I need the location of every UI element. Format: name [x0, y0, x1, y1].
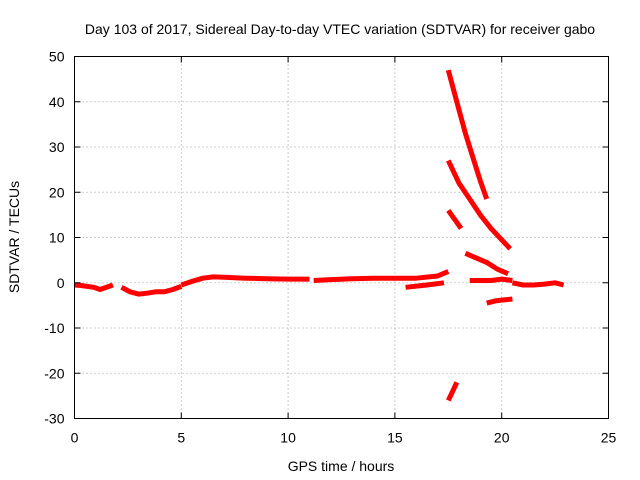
series-fading-arc	[464, 251, 510, 277]
x-tick-label: 10	[280, 430, 296, 446]
grid	[74, 56, 609, 419]
y-tick-label: 50	[49, 49, 65, 65]
tick-labels: 0 5 10 15 20 25 -30 -20 -10 0 10 20 30 40 50	[44, 49, 616, 446]
series-negative-arc	[486, 296, 513, 306]
series-late-trace	[469, 276, 513, 283]
series-main-trace	[74, 282, 114, 292]
x-tick-label: 20	[494, 430, 510, 446]
x-axis-label: GPS time / hours	[288, 458, 395, 474]
series-steep-arc-upper	[445, 69, 490, 200]
series-main-trace	[313, 269, 450, 283]
y-axis-label: SDTVAR / TECUs	[6, 181, 22, 293]
x-tick-label: 0	[71, 430, 79, 446]
x-tick-label: 25	[601, 430, 617, 446]
y-tick-label: -30	[44, 411, 64, 427]
series-late-trace	[511, 280, 565, 288]
series-main-trace	[120, 284, 183, 297]
y-tick-label: 20	[49, 184, 65, 200]
y-tick-label: 40	[49, 94, 65, 110]
y-tick-label: -20	[44, 365, 64, 381]
y-tick-label: 10	[49, 230, 65, 246]
series-short-arc	[446, 208, 464, 230]
axis-ticks	[74, 56, 609, 419]
series-deep-negative-arc	[446, 381, 460, 402]
data-series	[74, 69, 565, 402]
series-main-trace	[180, 274, 310, 288]
y-tick-label: -10	[44, 320, 64, 336]
x-tick-label: 5	[177, 430, 185, 446]
y-tick-label: 30	[49, 139, 65, 155]
y-tick-label: 0	[57, 275, 65, 291]
chart-title: Day 103 of 2017, Sidereal Day-to-day VTE…	[85, 21, 595, 37]
series-main-trace	[405, 280, 445, 290]
x-tick-label: 15	[387, 430, 403, 446]
series-steep-arc-middle	[446, 159, 513, 251]
